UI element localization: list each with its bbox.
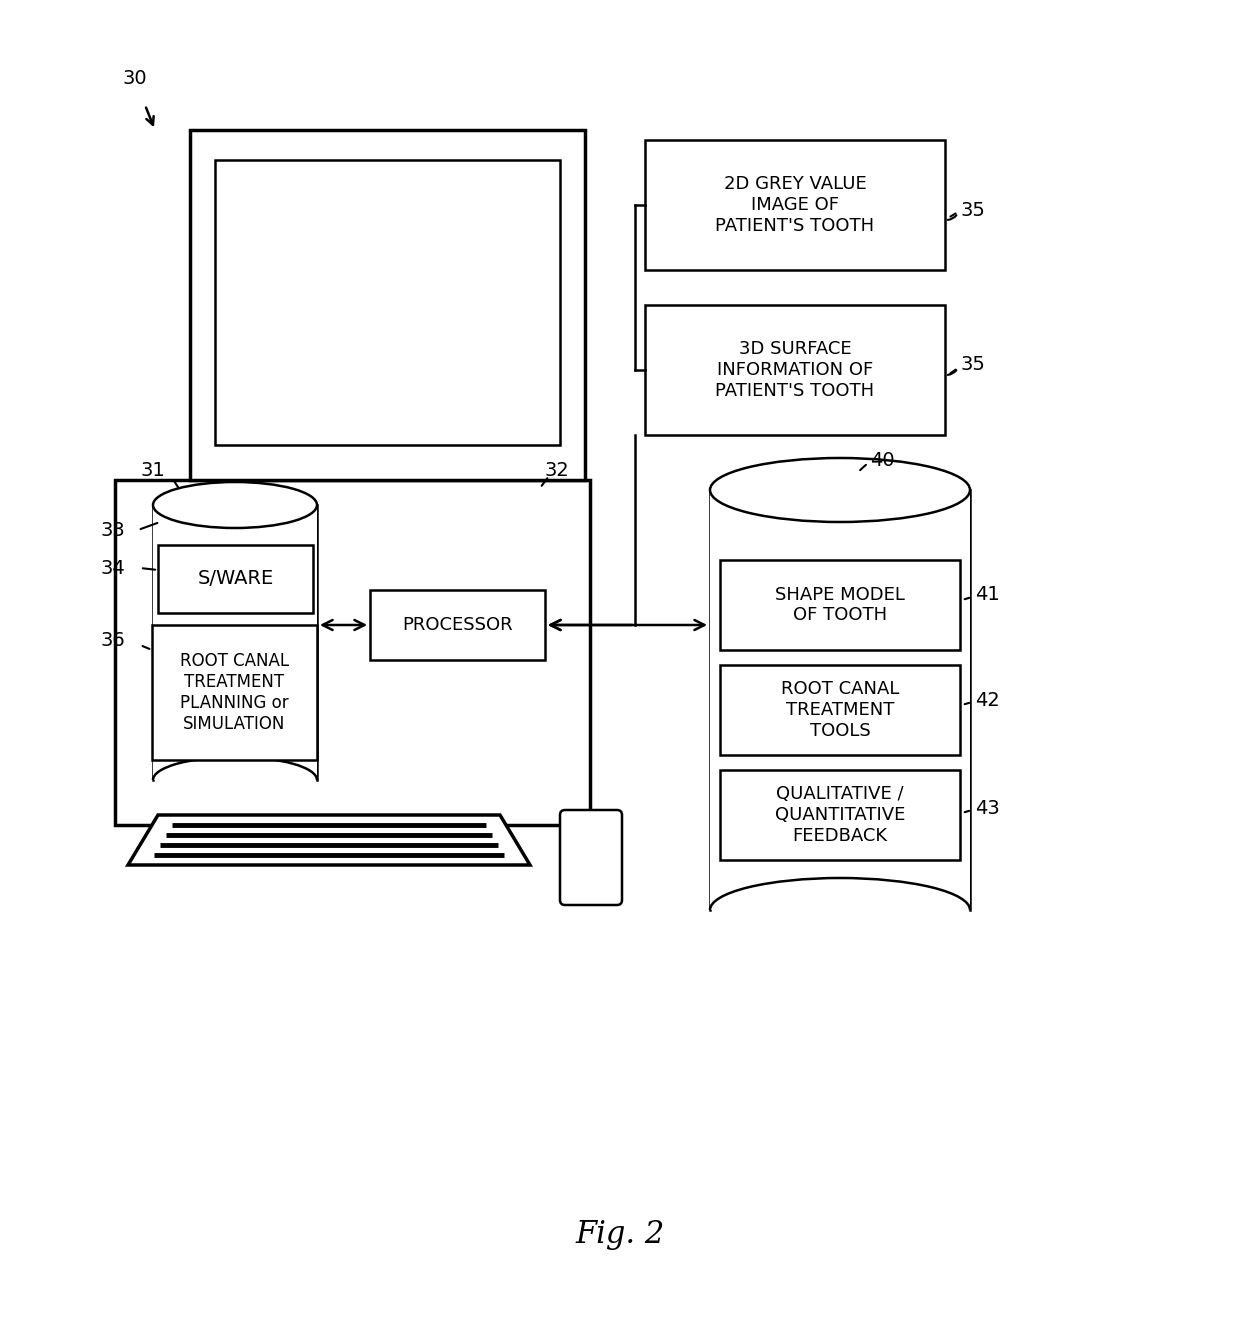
Text: 33: 33	[100, 520, 125, 540]
Bar	[720, 665, 960, 754]
Bar	[720, 770, 960, 860]
Text: ROOT CANAL
TREATMENT
PLANNING or
SIMULATION: ROOT CANAL TREATMENT PLANNING or SIMULAT…	[180, 652, 289, 733]
Text: 3D SURFACE
INFORMATION OF
PATIENT'S TOOTH: 3D SURFACE INFORMATION OF PATIENT'S TOOT…	[715, 340, 874, 400]
Bar	[711, 491, 970, 910]
Text: 40: 40	[870, 451, 894, 469]
Text: 2D GREY VALUE
IMAGE OF
PATIENT'S TOOTH: 2D GREY VALUE IMAGE OF PATIENT'S TOOTH	[715, 175, 874, 235]
Bar	[645, 140, 945, 271]
Bar	[115, 480, 590, 825]
Bar	[645, 305, 945, 435]
Bar	[153, 625, 317, 760]
Bar	[157, 545, 312, 613]
Ellipse shape	[153, 483, 317, 528]
Text: S/WARE: S/WARE	[197, 569, 274, 588]
Text: 35: 35	[960, 200, 985, 220]
Text: 31: 31	[140, 460, 165, 480]
Bar	[215, 160, 560, 445]
Text: QUALITATIVE /
QUANTITATIVE
FEEDBACK: QUALITATIVE / QUANTITATIVE FEEDBACK	[775, 785, 905, 845]
Bar	[153, 505, 317, 780]
Text: Fig. 2: Fig. 2	[575, 1220, 665, 1250]
Bar	[370, 591, 546, 660]
Polygon shape	[128, 814, 529, 865]
Text: 35: 35	[960, 356, 985, 375]
Text: SHAPE MODEL
OF TOOTH: SHAPE MODEL OF TOOTH	[775, 585, 905, 624]
Text: PROCESSOR: PROCESSOR	[402, 616, 513, 635]
Text: ROOT CANAL
TREATMENT
TOOLS: ROOT CANAL TREATMENT TOOLS	[781, 680, 899, 740]
Text: 32: 32	[546, 460, 569, 480]
Bar	[720, 560, 960, 651]
Ellipse shape	[711, 459, 970, 523]
Text: 43: 43	[975, 798, 999, 817]
FancyBboxPatch shape	[560, 810, 622, 905]
Text: 42: 42	[975, 690, 999, 709]
Text: 30: 30	[122, 68, 146, 88]
Bar	[190, 131, 585, 480]
Text: 36: 36	[100, 631, 125, 649]
Text: 41: 41	[975, 585, 999, 604]
Text: 34: 34	[100, 559, 125, 577]
